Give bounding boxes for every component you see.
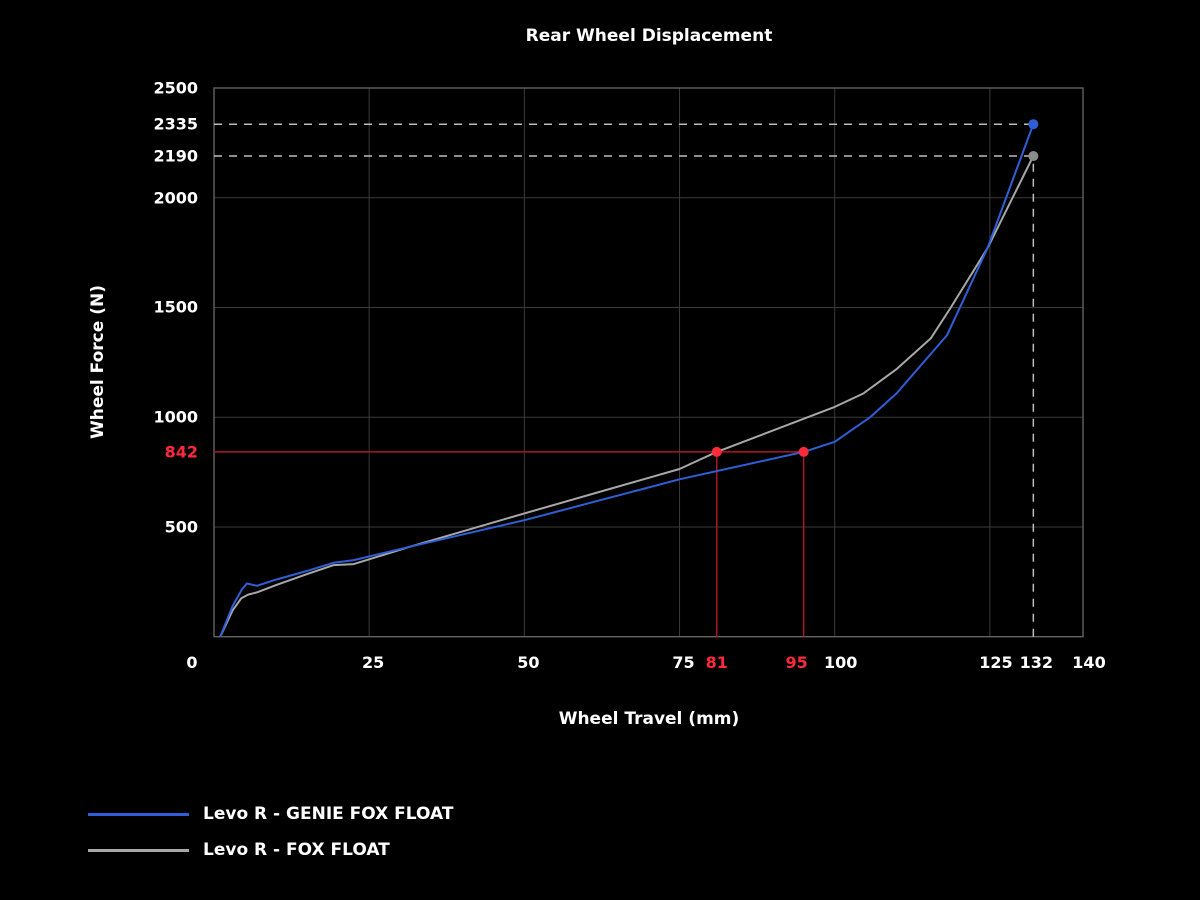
data-point-marker [798,446,809,457]
y-tick-label: 2000 [153,188,198,208]
legend-label-fox: Levo R - FOX FLOAT [203,840,390,860]
data-point-marker [711,446,722,457]
legend-label-genie: Levo R - GENIE FOX FLOAT [203,804,454,824]
series-line-genie-fox-float [219,123,1035,638]
x-tick-label: 50 [517,653,540,672]
legend-swatch-fox [88,848,189,852]
x-tick-label: 125 [979,653,1013,672]
y-tick-label: 842 [164,442,198,462]
y-tick-label: 2335 [153,114,198,134]
y-tick-label: 500 [164,517,198,537]
y-tick-label: 2190 [153,146,198,166]
x-tick-label: 25 [362,653,385,672]
x-tick-label: 100 [824,653,858,672]
x-tick-label: 132 [1019,653,1054,672]
legend-item-genie: Levo R - GENIE FOX FLOAT [88,796,453,832]
x-tick-label: 75 [672,653,695,672]
plot-frame [213,87,1084,638]
legend: Levo R - GENIE FOX FLOAT Levo R - FOX FL… [88,796,453,868]
legend-item-fox: Levo R - FOX FLOAT [88,832,453,868]
x-tick-label: 0 [186,653,198,672]
series-line-fox-float [219,155,1035,638]
x-tick-label: 140 [1072,653,1106,672]
chart-title: Rear Wheel Displacement [525,26,773,46]
data-point-marker [1028,119,1039,130]
y-tick-label: 1500 [153,297,198,317]
x-tick-label: 81 [705,653,728,672]
legend-swatch-genie [88,812,189,816]
data-point-marker [1028,151,1039,162]
y-tick-label: 1000 [153,407,198,427]
y-tick-label: 2500 [153,78,198,98]
x-tick-label: 95 [785,653,808,672]
x-axis-label: Wheel Travel (mm) [558,709,740,729]
